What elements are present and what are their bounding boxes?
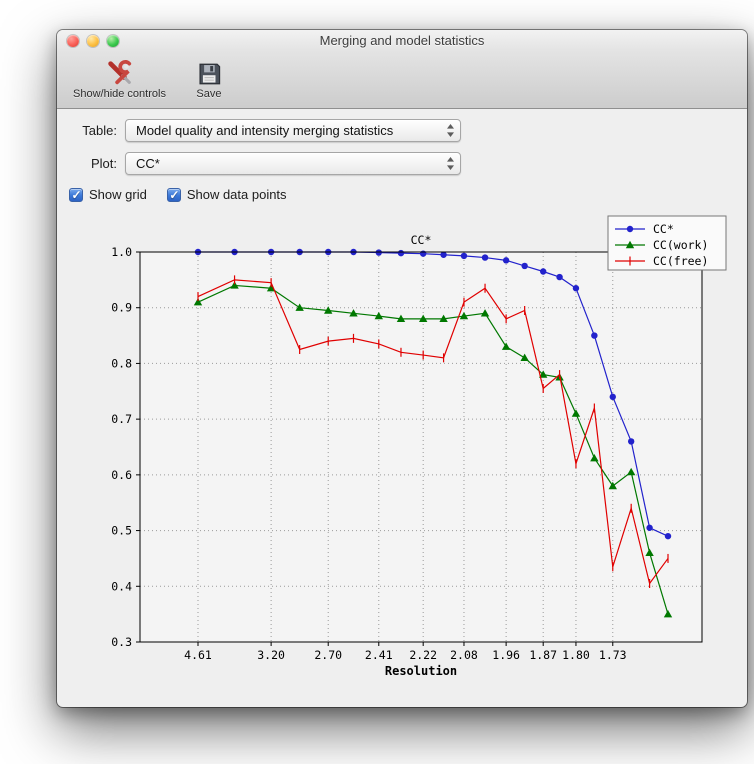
svg-text:1.96: 1.96: [492, 648, 520, 662]
show-hide-controls-button[interactable]: Show/hide controls: [73, 57, 166, 100]
plot-label: Plot:: [90, 156, 117, 171]
svg-text:0.9: 0.9: [111, 301, 132, 315]
plot-dropdown[interactable]: CC*: [125, 152, 461, 175]
table-row: Table: Model quality and intensity mergi…: [57, 119, 747, 142]
series-ccwork: [193, 281, 673, 618]
plot-dropdown-value: CC*: [136, 156, 160, 171]
y-axis: 0.3 0.4 0.5 0.6 0.7 0.8 0.9 1.0: [111, 245, 140, 649]
svg-text:0.7: 0.7: [111, 412, 132, 426]
window-chrome: Merging and model statistics Show/hide c…: [57, 30, 747, 109]
checkbox-label: Show grid: [89, 187, 147, 202]
checkbox-label: Show data points: [186, 187, 287, 202]
checkbox-row: Show grid Show data points: [69, 187, 747, 202]
chart-canvas[interactable]: 4.61 3.20 2.70 2.41 2.22 2.08 1.96 1.87 1.80 1.73…: [62, 210, 734, 680]
show-grid-checkbox[interactable]: Show grid: [69, 187, 147, 202]
svg-text:CC(free): CC(free): [653, 254, 708, 268]
svg-text:1.73: 1.73: [599, 648, 627, 662]
window-content: Table: Model quality and intensity mergi…: [57, 119, 747, 680]
legend: CC* CC(work) CC(free): [607, 215, 727, 271]
svg-text:2.08: 2.08: [450, 648, 478, 662]
svg-text:2.22: 2.22: [409, 648, 437, 662]
plot-row: Plot: CC*: [57, 152, 747, 175]
svg-text:0.6: 0.6: [111, 468, 132, 482]
plot-figure: 4.61 3.20 2.70 2.41 2.22 2.08 1.96 1.87 1.80 1.73…: [62, 210, 747, 680]
plot-area: [140, 252, 702, 642]
svg-text:2.70: 2.70: [314, 648, 342, 662]
tools-icon: [104, 57, 134, 87]
svg-text:0.5: 0.5: [111, 524, 132, 538]
dropdown-arrows-icon: [446, 156, 455, 171]
save-button[interactable]: Save: [196, 57, 222, 100]
window-titlebar[interactable]: Merging and model statistics: [57, 30, 747, 52]
svg-text:1.80: 1.80: [562, 648, 590, 662]
zoom-button[interactable]: [107, 35, 119, 47]
svg-text:CC(work): CC(work): [653, 238, 708, 252]
svg-text:0.3: 0.3: [111, 635, 132, 649]
plot-title: CC*: [411, 233, 432, 247]
close-button[interactable]: [67, 35, 79, 47]
series-ccfree: [197, 275, 669, 588]
table-label: Table:: [82, 123, 117, 138]
x-axis-label: Resolution: [385, 664, 457, 678]
svg-text:1.87: 1.87: [529, 648, 557, 662]
show-data-points-checkbox[interactable]: Show data points: [166, 187, 287, 202]
svg-text:0.4: 0.4: [111, 579, 132, 593]
toolbar: Show/hide controls Save: [57, 52, 747, 104]
checkbox-icon: [69, 187, 83, 202]
axes-frame: [139, 251, 703, 643]
checkbox-icon: [166, 187, 181, 202]
svg-text:4.61: 4.61: [184, 648, 212, 662]
dropdown-arrows-icon: [446, 123, 455, 138]
svg-text:CC*: CC*: [653, 222, 674, 236]
svg-text:2.41: 2.41: [365, 648, 393, 662]
window-title: Merging and model statistics: [319, 33, 485, 48]
table-dropdown[interactable]: Model quality and intensity merging stat…: [125, 119, 461, 142]
svg-text:1.0: 1.0: [111, 245, 132, 259]
x-axis: 4.61 3.20 2.70 2.41 2.22 2.08 1.96 1.87 1.80 1.73: [184, 642, 627, 662]
floppy-disk-icon: [196, 57, 222, 87]
svg-text:0.8: 0.8: [111, 356, 132, 370]
tool-button-label: Save: [196, 88, 222, 100]
minimize-button[interactable]: [87, 35, 99, 47]
table-dropdown-value: Model quality and intensity merging stat…: [136, 123, 394, 138]
svg-text:3.20: 3.20: [257, 648, 285, 662]
app-window: Merging and model statistics Show/hide c…: [57, 30, 747, 707]
traffic-lights: [67, 35, 119, 47]
tool-button-label: Show/hide controls: [73, 88, 166, 100]
